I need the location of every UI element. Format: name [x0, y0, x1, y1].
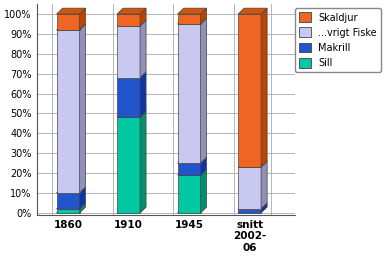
Bar — [117, 14, 140, 26]
Polygon shape — [57, 187, 85, 193]
Legend: Skaldjur, ...vrigt Fiske, Makrill, Sill: Skaldjur, ...vrigt Fiske, Makrill, Sill — [295, 8, 381, 72]
Polygon shape — [177, 18, 207, 24]
Polygon shape — [201, 169, 207, 213]
Bar — [57, 193, 80, 209]
Polygon shape — [261, 8, 267, 167]
Polygon shape — [57, 8, 85, 14]
Polygon shape — [80, 203, 85, 213]
Polygon shape — [80, 24, 85, 193]
Bar — [57, 30, 80, 193]
Bar — [238, 167, 261, 209]
Polygon shape — [140, 112, 146, 213]
Polygon shape — [238, 161, 267, 167]
Polygon shape — [57, 207, 85, 213]
Bar — [238, 209, 261, 213]
Polygon shape — [177, 169, 207, 175]
Polygon shape — [117, 20, 146, 26]
Polygon shape — [238, 8, 267, 14]
Polygon shape — [140, 8, 146, 26]
Bar — [177, 24, 201, 163]
Polygon shape — [261, 161, 267, 209]
Bar — [117, 78, 140, 117]
Polygon shape — [261, 203, 267, 213]
Polygon shape — [238, 207, 267, 213]
Bar — [177, 163, 201, 175]
Polygon shape — [201, 18, 207, 163]
Polygon shape — [80, 187, 85, 209]
Polygon shape — [238, 203, 267, 209]
Polygon shape — [201, 157, 207, 175]
Bar — [238, 14, 261, 167]
Polygon shape — [117, 112, 146, 117]
Bar — [177, 175, 201, 213]
Polygon shape — [117, 8, 146, 14]
Polygon shape — [201, 8, 207, 24]
Polygon shape — [57, 24, 85, 30]
Polygon shape — [117, 72, 146, 78]
Bar — [57, 14, 80, 30]
Polygon shape — [140, 20, 146, 78]
Polygon shape — [177, 207, 207, 213]
Polygon shape — [177, 8, 207, 14]
Polygon shape — [117, 207, 146, 213]
Polygon shape — [177, 157, 207, 163]
Bar — [177, 14, 201, 24]
Polygon shape — [57, 203, 85, 209]
Bar — [117, 26, 140, 78]
Polygon shape — [140, 72, 146, 117]
Polygon shape — [80, 8, 85, 30]
Bar — [117, 117, 140, 213]
Bar — [57, 209, 80, 213]
